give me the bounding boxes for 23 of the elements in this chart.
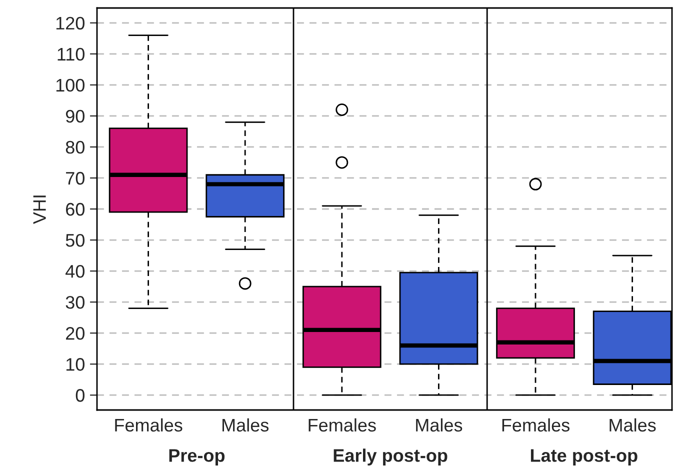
y-tick-label: 90 bbox=[66, 110, 84, 123]
text: Females bbox=[115, 418, 182, 432]
y-tick-label: 100 bbox=[56, 78, 84, 92]
x-tick-label: Late post-op bbox=[530, 449, 638, 466]
y-tick-label: 120 bbox=[56, 16, 84, 30]
text: Females bbox=[308, 418, 376, 432]
text: Males bbox=[416, 418, 462, 432]
y-tick-label: 60 bbox=[66, 202, 84, 216]
series-label: Males bbox=[610, 418, 656, 432]
text: Males bbox=[222, 418, 269, 432]
y-tick-label: 20 bbox=[66, 327, 84, 340]
y-tick-label: 0 bbox=[76, 389, 84, 402]
text: Females bbox=[502, 418, 570, 432]
x-tick-label: Early post-op bbox=[334, 448, 448, 466]
x-tick-label: Pre-op bbox=[169, 449, 225, 466]
y-tick-label: 40 bbox=[66, 264, 84, 278]
y-tick-label: 70 bbox=[66, 172, 84, 185]
y-tick-label: 80 bbox=[66, 140, 84, 154]
y-tick-label: 10 bbox=[66, 358, 84, 371]
y-tick-label: 50 bbox=[66, 234, 84, 247]
y-tick-label: 110 bbox=[58, 48, 84, 61]
y-axis-title: VHI bbox=[33, 196, 46, 224]
y-tick-label: 30 bbox=[66, 296, 84, 309]
